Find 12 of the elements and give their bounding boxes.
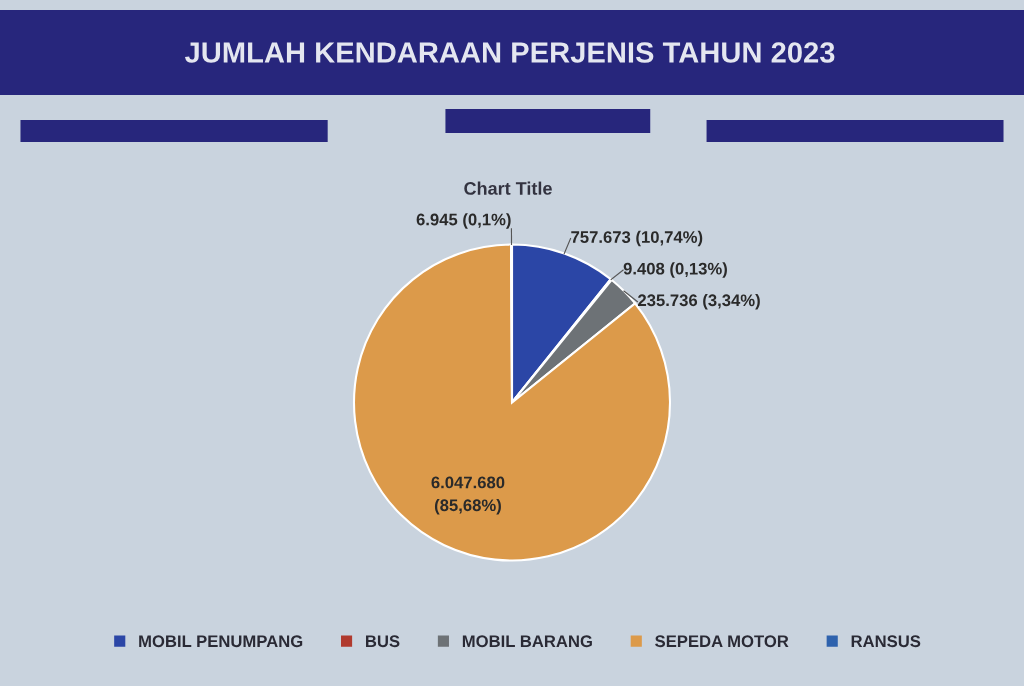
- legend-label: BUS: [366, 635, 400, 648]
- data-label: 6.945 (0,1%): [416, 213, 511, 229]
- legend-label: MOBIL BARANG: [462, 635, 592, 648]
- data-label: 6.047.680 (85,68%): [431, 476, 505, 515]
- chart-subtitle: Chart Title: [464, 181, 552, 195]
- legend-label: SEPEDA MOTOR: [655, 635, 789, 648]
- legend-label: MOBIL PENUMPANG: [139, 635, 303, 648]
- chart-title: JUMLAH KENDARAAN PERJENIS TAHUN 2023: [184, 42, 835, 63]
- data-label: 757.673 (10,74%): [571, 230, 703, 247]
- legend-label: RANSUS: [851, 635, 921, 648]
- data-label: 9.408 (0,13%): [623, 262, 727, 278]
- data-label: 235.736 (3,34%): [638, 293, 760, 310]
